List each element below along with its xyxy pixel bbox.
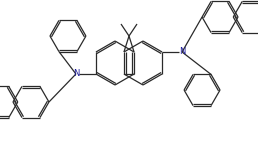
Text: N: N xyxy=(73,70,79,79)
Text: N: N xyxy=(179,48,185,57)
